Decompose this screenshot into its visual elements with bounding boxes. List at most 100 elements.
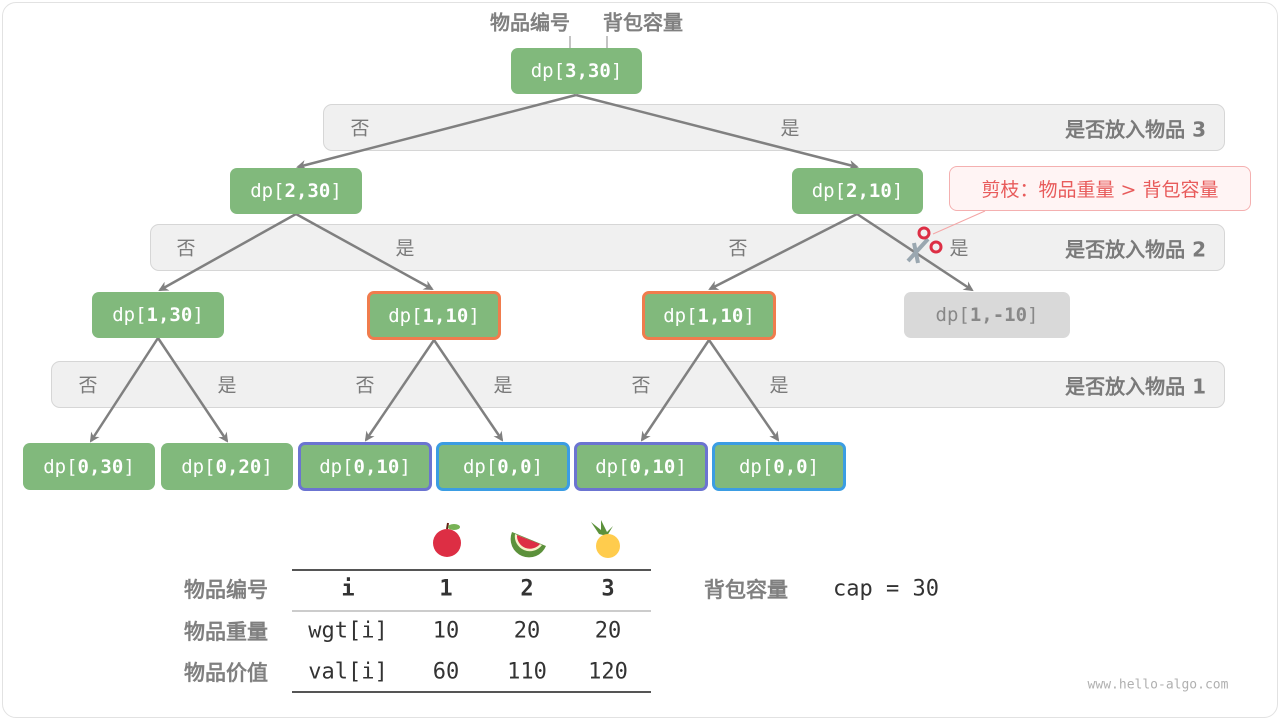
capacity-value: cap = 30	[833, 576, 939, 602]
node-text: ]	[468, 304, 480, 327]
no-label: 否	[355, 374, 375, 397]
item-index-label: 物品编号	[490, 10, 570, 35]
node-text: dp[	[43, 455, 78, 478]
node-text: ]	[610, 60, 623, 82]
node-text: ]	[123, 455, 135, 478]
scissors-icon	[906, 226, 943, 264]
watermelon-icon	[510, 532, 546, 558]
capacity-label: 背包容量	[603, 10, 683, 35]
node-text: dp[	[595, 455, 630, 478]
band-item-1: 是否放入物品 1	[51, 361, 1225, 408]
node-args: 1,30	[146, 304, 193, 326]
edge	[708, 212, 858, 291]
node-dp-1-30: dp[1,30]	[92, 292, 224, 338]
table-cell: 60	[432, 659, 460, 685]
edge	[296, 93, 577, 170]
yes-label: 是	[395, 237, 415, 260]
node-text: dp[	[530, 60, 566, 82]
table-cell: 120	[588, 659, 628, 685]
node-text: ]	[743, 304, 755, 327]
node-text: ]	[531, 455, 544, 478]
watermark: www.hello-algo.com	[1087, 677, 1229, 693]
yes-label: 是	[217, 374, 237, 397]
node-dp-0-0-repeat: dp[0,0]	[436, 442, 570, 491]
apple-icon	[433, 522, 461, 557]
node-args: 1,-10	[969, 304, 1028, 326]
edge	[158, 212, 297, 292]
node-text: dp[	[462, 455, 498, 478]
table-header-cell: 3	[601, 576, 615, 602]
yes-label: 是	[493, 374, 513, 397]
table-cell: wgt[i]	[308, 618, 388, 644]
node-args: 0,0	[497, 455, 532, 478]
node-text: dp[	[663, 304, 698, 327]
no-label: 否	[631, 374, 651, 397]
node-args: 0,10	[629, 455, 676, 478]
node-text: dp[	[181, 455, 216, 478]
node-dp-0-10-repeat: dp[0,10]	[298, 442, 432, 491]
no-label: 否	[350, 117, 370, 140]
node-dp-0-10-repeat: dp[0,10]	[574, 442, 708, 491]
row-label: 物品编号	[184, 578, 268, 602]
table-header-cell: i	[341, 576, 355, 602]
edge	[364, 339, 436, 442]
edge	[89, 337, 160, 443]
node-dp-1-10-repeat: dp[1,10]	[367, 291, 501, 340]
node-dp-0-0-repeat: dp[0,0]	[712, 442, 846, 491]
prune-callout: 剪枝：物品重量 > 背包容量	[949, 166, 1251, 211]
node-dp-3-30: dp[3,30]	[511, 48, 642, 94]
node-dp-0-30: dp[0,30]	[23, 443, 155, 490]
node-args: 0,20	[215, 455, 262, 478]
row-label: 物品价值	[184, 661, 268, 685]
yes-label: 是	[769, 374, 789, 397]
node-text: ]	[192, 304, 204, 326]
band-title: 是否放入物品 1	[1065, 374, 1206, 398]
edge	[295, 212, 434, 291]
node-text: dp[	[319, 455, 354, 478]
node-text: ]	[261, 455, 273, 478]
node-args: 0,0	[773, 455, 808, 478]
row-label: 物品重量	[184, 620, 268, 644]
callout-pointer	[932, 210, 986, 235]
edge	[156, 337, 229, 443]
band-title: 是否放入物品 3	[1065, 117, 1206, 141]
node-text: dp[	[388, 304, 423, 327]
band-title: 是否放入物品 2	[1065, 237, 1206, 261]
node-dp-0-20: dp[0,20]	[161, 443, 293, 490]
node-args: 2,30	[284, 180, 331, 202]
no-label: 否	[176, 237, 196, 260]
no-label: 否	[78, 374, 98, 397]
table-header-cell: 2	[520, 576, 534, 602]
capacity-title: 背包容量	[704, 578, 788, 602]
node-text: ]	[399, 455, 411, 478]
node-dp-1-neg10-pruned: dp[1,-10]	[904, 292, 1070, 338]
table-rule-bottom	[292, 691, 651, 693]
node-args: 0,30	[77, 455, 124, 478]
table-cell: val[i]	[308, 659, 388, 685]
node-args: 1,10	[422, 304, 469, 327]
table-cell: 110	[507, 659, 547, 685]
yes-label: 是	[780, 117, 800, 140]
edge	[432, 339, 504, 442]
table-cell: 20	[513, 618, 541, 644]
table-cell: 10	[432, 618, 460, 644]
node-text: dp[	[811, 180, 847, 202]
pineapple-icon	[591, 520, 620, 558]
node-text: dp[	[935, 304, 970, 326]
edge	[707, 339, 780, 442]
node-text: ]	[1027, 304, 1039, 326]
node-args: 2,10	[846, 180, 892, 202]
band-item-3: 是否放入物品 3	[323, 104, 1225, 151]
node-dp-2-10: dp[2,10]	[792, 168, 923, 214]
node-text: ]	[675, 455, 687, 478]
node-text: dp[	[112, 304, 147, 326]
yes-label: 是	[949, 237, 969, 260]
no-label: 否	[728, 237, 748, 260]
edge	[575, 93, 859, 170]
node-text: ]	[891, 180, 904, 202]
node-text: dp[	[250, 180, 285, 202]
node-args: 1,10	[697, 304, 744, 327]
